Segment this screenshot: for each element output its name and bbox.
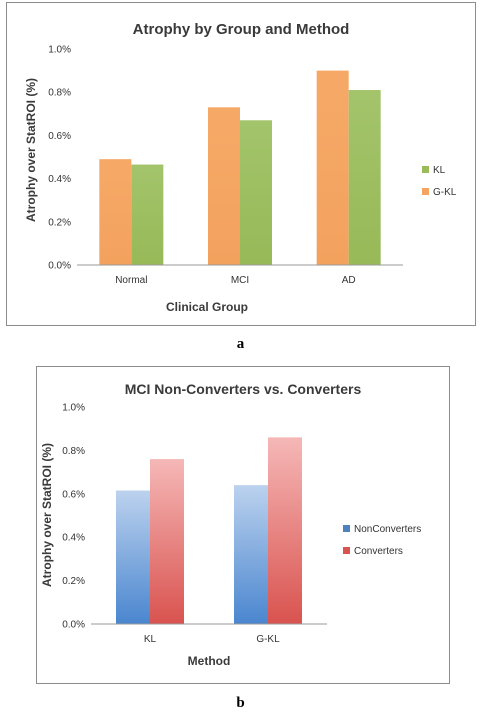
legend-swatch (343, 525, 350, 532)
category-label: Normal (115, 275, 147, 286)
category-label: G-KL (256, 634, 280, 645)
chart-b-title: MCI Non-Converters vs. Converters (125, 381, 362, 397)
y-tick-label: 0.6% (62, 489, 85, 500)
category-label: AD (342, 275, 356, 286)
y-tick-label: 0.0% (62, 620, 85, 631)
legend-swatch (343, 547, 350, 554)
legend-swatch (422, 188, 429, 195)
legend-swatch (422, 166, 429, 173)
chart-a-y-axis-label: Atrophy over StatROI (%) (24, 78, 38, 222)
legend-label: KL (433, 165, 446, 176)
chart-panel-b: MCI Non-Converters vs. Converters Atroph… (36, 366, 450, 684)
bar-kl-normal (131, 164, 164, 265)
caption-b: b (236, 695, 245, 711)
y-tick-label: 0.8% (62, 446, 85, 457)
chart-a-title: Atrophy by Group and Method (133, 21, 350, 38)
y-tick-label: 0.4% (48, 174, 71, 185)
bar-kl-mci (240, 120, 272, 265)
y-tick-label: 0.2% (62, 576, 85, 587)
y-tick-label: 0.4% (62, 533, 85, 544)
chart-b-y-axis-label: Atrophy over StatROI (%) (40, 443, 54, 587)
legend-label: NonConverters (354, 524, 421, 535)
chart-panel-a: Atrophy by Group and Method Atrophy over… (6, 2, 476, 326)
legend-label: Converters (354, 546, 403, 557)
chart-a: Atrophy by Group and Method Atrophy over… (24, 21, 457, 314)
legend-label: G-KL (433, 187, 457, 198)
y-tick-label: 1.0% (48, 45, 71, 56)
chart-a-x-axis-label: Clinical Group (166, 300, 248, 314)
y-tick-label: 0.8% (48, 88, 71, 99)
bar-nonconverters-kl (116, 490, 150, 624)
y-tick-label: 1.0% (62, 403, 85, 414)
y-tick-label: 0.6% (48, 131, 71, 142)
bar-nonconverters-g-kl (234, 485, 268, 624)
bar-converters-g-kl (268, 437, 302, 624)
bar-g-kl-mci (208, 107, 240, 265)
chart-b-x-axis-label: Method (188, 654, 231, 668)
bar-g-kl-normal (99, 159, 132, 265)
y-tick-label: 0.2% (48, 217, 71, 228)
caption-a: a (236, 336, 245, 352)
y-tick-label: 0.0% (48, 261, 71, 272)
bar-kl-ad (348, 90, 381, 265)
category-label: KL (144, 634, 157, 645)
bar-converters-kl (150, 459, 184, 624)
category-label: MCI (231, 275, 249, 286)
bar-g-kl-ad (316, 70, 349, 265)
chart-b: MCI Non-Converters vs. Converters Atroph… (40, 381, 421, 668)
